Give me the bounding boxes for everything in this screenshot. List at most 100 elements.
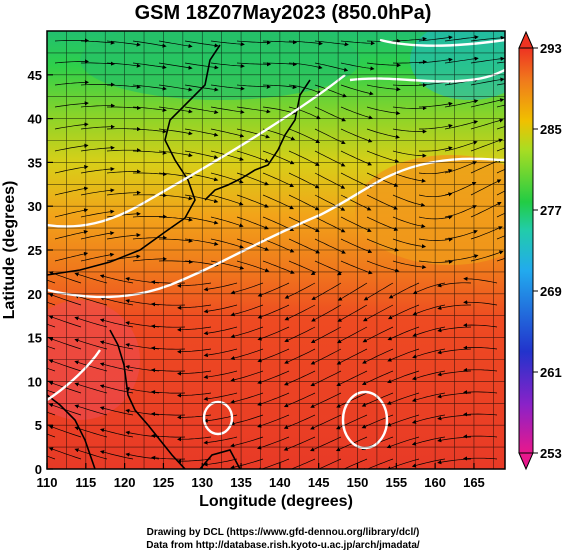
y-tick-label: 30: [28, 199, 42, 214]
streamline: [230, 348, 264, 361]
streamline: [392, 59, 428, 65]
streamline: [47, 345, 56, 350]
streamline: [48, 359, 82, 372]
streamline: [177, 282, 212, 288]
streamline: [392, 238, 427, 249]
streamline: [363, 282, 394, 301]
streamline: [132, 150, 167, 155]
streamline: [177, 370, 212, 376]
streamline: [387, 348, 420, 362]
colorbar-scale: [518, 47, 534, 454]
x-tick-label: 150: [347, 475, 369, 490]
streamline: [386, 414, 420, 427]
streamline: [463, 345, 498, 350]
streamline: [106, 84, 141, 89]
streamline: [184, 260, 219, 267]
streamline: [158, 106, 193, 114]
streamline: [343, 458, 368, 469]
streamline: [80, 145, 115, 152]
colorbar-tick-label: 261: [540, 365, 562, 380]
streamline: [210, 84, 245, 91]
streamline: [47, 433, 56, 438]
streamline: [470, 118, 504, 130]
chart-title: GSM 18Z07May2023 (850.0hPa): [134, 2, 432, 24]
y-tick-label: 5: [35, 418, 42, 433]
streamline: [177, 414, 212, 420]
streamline: [54, 122, 89, 130]
streamline: [387, 370, 420, 384]
streamline: [54, 165, 89, 174]
streamline: [150, 368, 186, 373]
streamline: [496, 147, 505, 152]
streamline: [340, 194, 372, 211]
streamline: [496, 104, 505, 108]
streamline: [158, 194, 193, 201]
streamline: [54, 143, 89, 152]
streamline: [80, 103, 116, 108]
streamline: [132, 128, 167, 134]
streamline: [340, 216, 372, 232]
streamline: [150, 302, 186, 307]
streamline: [99, 428, 134, 438]
streamline: [177, 348, 212, 354]
streamline: [54, 59, 90, 64]
colorbar-ticks: 293 285 277 269 261 253: [533, 41, 562, 461]
streamline: [283, 436, 316, 451]
streamline: [262, 260, 295, 274]
streamline: [74, 272, 108, 284]
streamline: [54, 80, 89, 86]
streamline: [470, 138, 503, 152]
x-tick-label: 135: [230, 475, 252, 490]
streamline: [361, 370, 394, 386]
streamline: [210, 128, 245, 138]
streamline: [310, 348, 342, 365]
streamline: [184, 150, 219, 160]
streamline: [158, 150, 193, 158]
streamline: [392, 36, 427, 42]
streamline: [48, 381, 82, 394]
streamline: [54, 251, 89, 262]
streamline: [366, 106, 401, 116]
streamline: [444, 229, 478, 240]
streamline: [106, 148, 142, 153]
streamline: [288, 194, 320, 211]
streamline: [470, 98, 505, 108]
streamline: [470, 202, 502, 218]
streamline: [74, 294, 108, 306]
streamline: [257, 370, 290, 385]
streamline: [262, 172, 295, 187]
streamline: [262, 150, 295, 165]
streamline: [336, 348, 368, 365]
streamline: [386, 436, 420, 449]
x-tick-label: 155: [385, 475, 407, 490]
streamline: [496, 212, 505, 218]
streamline: [99, 274, 134, 284]
colorbar: 293 285 277 269 261 253: [518, 30, 562, 471]
streamline: [411, 392, 446, 402]
streamline: [184, 106, 219, 115]
streamline: [74, 426, 108, 438]
x-tick-label: 130: [191, 475, 213, 490]
streamline: [80, 209, 115, 218]
streamline: [80, 40, 115, 45]
streamline: [106, 169, 141, 174]
streamline: [310, 392, 342, 408]
streamline: [74, 404, 108, 416]
streamline: [47, 301, 56, 306]
streamline: [470, 250, 504, 262]
streamline: [496, 257, 505, 262]
streamline: [284, 282, 316, 299]
streamline: [177, 392, 212, 398]
streamline: [411, 370, 446, 381]
streamline: [463, 300, 498, 306]
streamline: [236, 150, 270, 163]
isotherms: [47, 38, 505, 450]
streamline: [132, 62, 167, 70]
streamline: [314, 216, 346, 233]
x-tick-label: 165: [463, 475, 485, 490]
streamline: [177, 326, 212, 332]
streamline: [230, 304, 264, 317]
streamline: [392, 260, 427, 270]
streamline: [236, 194, 269, 208]
streamline: [150, 411, 186, 417]
